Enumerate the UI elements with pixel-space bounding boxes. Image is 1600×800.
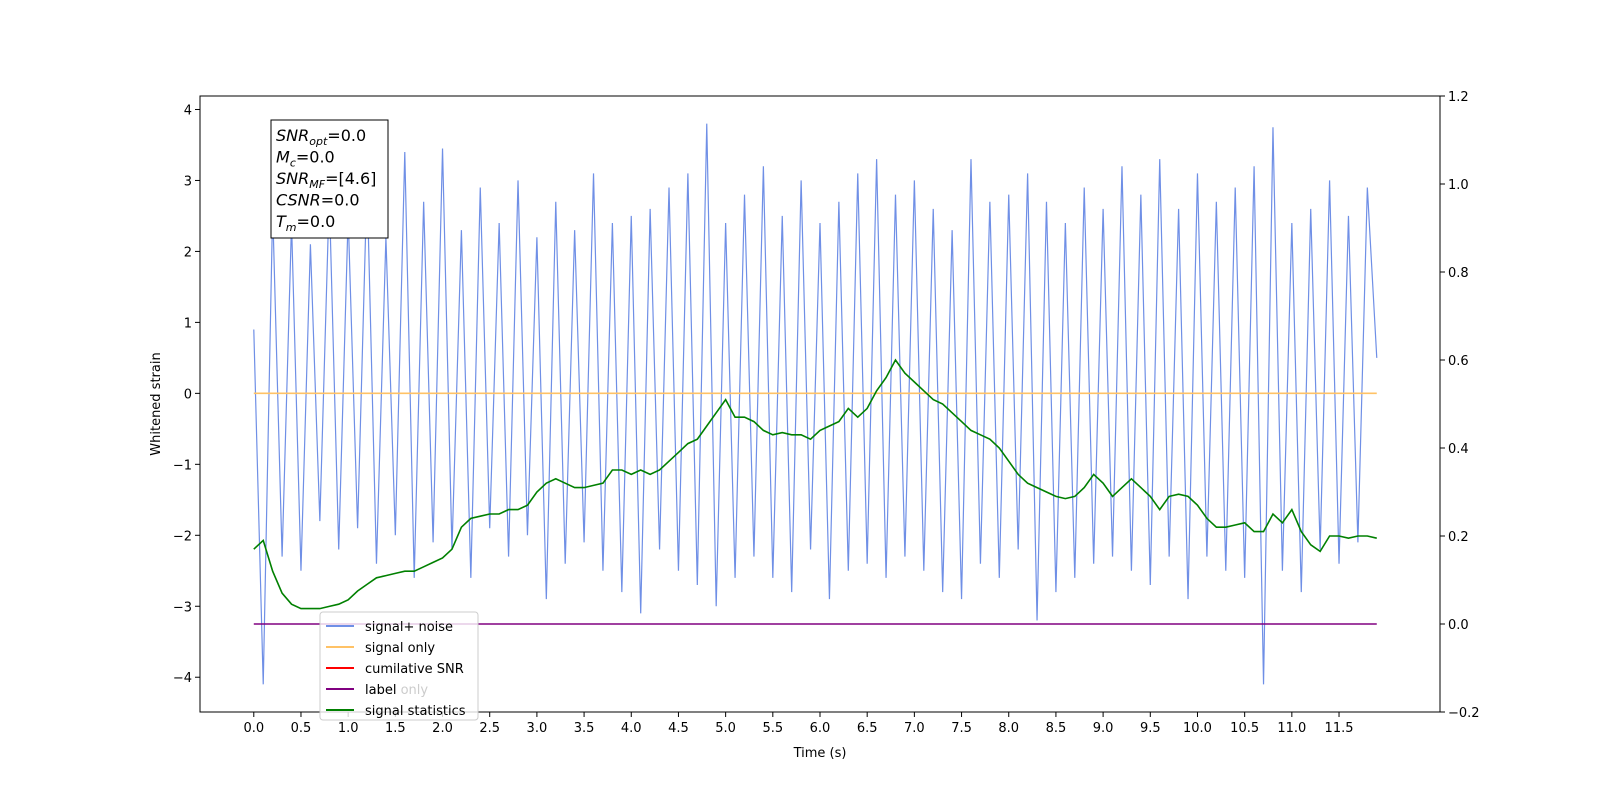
x-tick-label: 11.5 xyxy=(1325,721,1354,736)
annotation-sub: m xyxy=(286,221,297,234)
y2-tick-label: 0.8 xyxy=(1448,266,1469,281)
y2-tick-label: 1.2 xyxy=(1448,90,1469,105)
x-tick-label: 2.5 xyxy=(479,721,500,736)
x-tick-label: 3.5 xyxy=(574,721,595,736)
x-tick-label: 7.5 xyxy=(951,721,972,736)
annotation-base: SNR xyxy=(276,126,309,145)
y-tick-label: −3 xyxy=(173,600,192,615)
series-line xyxy=(253,358,1377,610)
annotation-text: =0.0 xyxy=(327,126,366,145)
annotation-base: T xyxy=(276,212,287,231)
y2-tick-label: 1.0 xyxy=(1448,178,1469,193)
x-tick-label: 0.5 xyxy=(291,721,312,736)
x-tick-label: 8.0 xyxy=(998,721,1019,736)
y2-tick-label: −0.2 xyxy=(1448,706,1480,721)
annotation-text: =[4.6] xyxy=(325,169,376,188)
x-tick-label: 3.0 xyxy=(527,721,548,736)
annotation-box xyxy=(270,119,389,239)
annotation-sub: MF xyxy=(309,178,325,191)
annotation: SNRopt=0.0 xyxy=(276,126,366,148)
x-axis-label: Time (s) xyxy=(793,746,847,761)
y-tick-label: 4 xyxy=(184,103,192,118)
x-tick-label: 10.0 xyxy=(1183,721,1212,736)
legend-overlay: label only xyxy=(365,683,428,698)
legend-label: cumilative SNR xyxy=(365,662,464,677)
x-tick-label: 6.5 xyxy=(857,721,878,736)
legend-label: signal+ noise xyxy=(365,620,453,635)
x-tick-label: 7.0 xyxy=(904,721,925,736)
x-tick-label: 4.0 xyxy=(621,721,642,736)
legend-box xyxy=(319,611,479,721)
x-tick-label: 10.5 xyxy=(1230,721,1259,736)
annotation: CSNR=0.0 xyxy=(276,191,360,210)
annotation-text: =0.0 xyxy=(297,212,336,231)
annotation-base: M xyxy=(276,148,290,167)
x-tick-label: 2.0 xyxy=(432,721,453,736)
y2-tick-label: 0.2 xyxy=(1448,530,1469,545)
annotation: SNRMF=[4.6] xyxy=(276,169,376,191)
x-tick-label: 8.5 xyxy=(1046,721,1067,736)
y2-tick-label: 0.4 xyxy=(1448,442,1469,457)
y-tick-label: 3 xyxy=(184,174,192,189)
y-axis-label: Whitened strain xyxy=(149,352,164,455)
y2-tick-label: 0.6 xyxy=(1448,354,1469,369)
x-tick-label: 0.0 xyxy=(243,721,264,736)
annotation-base: CSNR xyxy=(276,191,321,210)
x-tick-label: 9.0 xyxy=(1093,721,1114,736)
annotation: Tm=0.0 xyxy=(276,212,335,234)
legend-label: signal only xyxy=(365,641,435,656)
x-tick-label: 6.0 xyxy=(810,721,831,736)
x-tick-label: 4.5 xyxy=(668,721,689,736)
y-tick-label: 0 xyxy=(184,387,192,402)
x-tick-label: 1.0 xyxy=(338,721,359,736)
y-tick-label: −2 xyxy=(173,529,192,544)
y-tick-label: 2 xyxy=(184,245,192,260)
annotation-sub: c xyxy=(290,157,296,170)
legend-label: signal statistics xyxy=(365,704,466,719)
x-tick-label: 1.5 xyxy=(385,721,406,736)
annotation-text: =0.0 xyxy=(321,191,360,210)
series-line xyxy=(253,123,1378,685)
annotation-sub: opt xyxy=(309,135,328,148)
annotation-base: SNR xyxy=(276,169,309,188)
y-tick-label: −4 xyxy=(173,671,192,686)
y-tick-label: −1 xyxy=(173,458,192,473)
y-tick-label: 1 xyxy=(184,316,192,331)
annotation: Mc=0.0 xyxy=(276,148,335,170)
y2-tick-label: 0.0 xyxy=(1448,618,1469,633)
x-tick-label: 11.0 xyxy=(1277,721,1306,736)
x-tick-label: 5.5 xyxy=(762,721,783,736)
x-tick-label: 9.5 xyxy=(1140,721,1161,736)
x-tick-label: 5.0 xyxy=(715,721,736,736)
annotation-text: =0.0 xyxy=(296,148,335,167)
legend-label: label xyxy=(365,683,396,698)
